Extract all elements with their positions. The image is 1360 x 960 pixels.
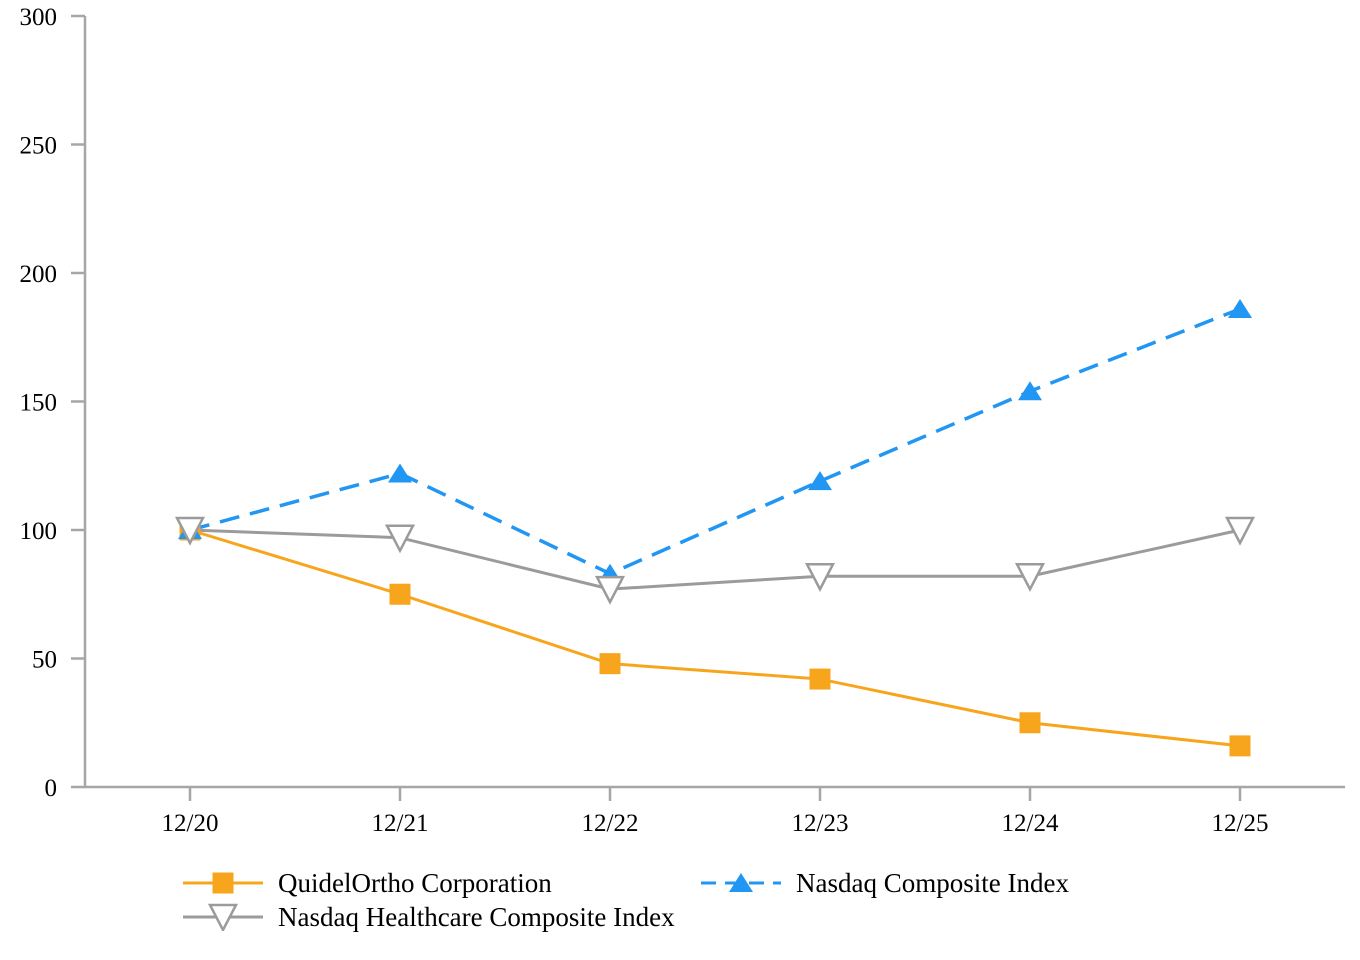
triangle-down-marker-icon bbox=[174, 516, 206, 546]
legend-sample-square-icon bbox=[183, 872, 263, 894]
x-axis-tick-label: 12/20 bbox=[162, 810, 219, 837]
triangle-up-marker-icon bbox=[729, 873, 753, 892]
legend-item-nasdaq-healthcare: Nasdaq Healthcare Composite Index bbox=[182, 900, 700, 934]
square-marker-icon bbox=[389, 583, 411, 605]
legend-sample-triangle-up-icon bbox=[701, 873, 781, 892]
square-marker-icon bbox=[599, 653, 621, 675]
series-markers-0 bbox=[179, 519, 1251, 757]
triangle-up-marker-icon bbox=[388, 463, 412, 483]
triangle-up-marker-icon bbox=[808, 471, 832, 491]
triangle-down-marker-icon bbox=[804, 563, 836, 592]
x-axis-tick-label: 12/21 bbox=[372, 810, 429, 837]
series-markers-1 bbox=[178, 298, 1252, 583]
square-marker-icon bbox=[1229, 735, 1251, 757]
series-line-2 bbox=[189, 528, 1241, 591]
performance-line-chart: 0 50 100 150 200 250 300 12/20 12/21 12/22 12/23 12… bbox=[20, 4, 1345, 837]
triangle-down-marker-icon bbox=[594, 575, 626, 605]
triangle-up-marker-icon bbox=[1018, 381, 1042, 401]
legend-label-quidelortho: QuidelOrtho Corporation bbox=[278, 867, 552, 898]
y-axis-tick-label: 0 bbox=[45, 775, 58, 802]
y-axis-tick-label: 50 bbox=[32, 647, 57, 674]
legend-sample-triangle-down-icon bbox=[183, 903, 263, 931]
triangle-down-marker-icon bbox=[207, 903, 239, 931]
y-axis-tick-label: 100 bbox=[20, 518, 58, 545]
x-axis-tick-label: 12/22 bbox=[582, 810, 639, 837]
square-marker-icon bbox=[212, 872, 234, 894]
y-axis-tick-label: 300 bbox=[20, 4, 58, 31]
triangle-up-marker-icon bbox=[1228, 298, 1252, 318]
legend-label-nasdaq-healthcare: Nasdaq Healthcare Composite Index bbox=[278, 901, 675, 932]
series-line-1 bbox=[189, 307, 1241, 576]
triangle-down-marker-icon bbox=[384, 524, 416, 554]
y-axis-tick-label: 250 bbox=[20, 133, 58, 160]
square-marker-icon bbox=[1019, 712, 1041, 734]
triangle-down-marker-icon bbox=[1224, 516, 1256, 546]
chart-legend: QuidelOrtho Corporation Nasdaq Composite… bbox=[182, 866, 1312, 934]
x-axis-tick-label: 12/23 bbox=[792, 810, 849, 837]
legend-item-nasdaq-composite: Nasdaq Composite Index bbox=[700, 866, 1069, 900]
legend-item-quidelortho: QuidelOrtho Corporation bbox=[182, 866, 700, 900]
series-line-0 bbox=[189, 528, 1241, 748]
x-axis-tick-label: 12/25 bbox=[1212, 810, 1269, 837]
y-axis-tick-label: 200 bbox=[20, 261, 58, 288]
x-axis-tick-label: 12/24 bbox=[1002, 810, 1059, 837]
y-axis-tick-label: 150 bbox=[20, 390, 58, 417]
square-marker-icon bbox=[809, 668, 831, 690]
legend-label-nasdaq-composite: Nasdaq Composite Index bbox=[796, 867, 1069, 898]
series-markers-2 bbox=[174, 516, 1256, 605]
triangle-down-marker-icon bbox=[1014, 563, 1046, 592]
